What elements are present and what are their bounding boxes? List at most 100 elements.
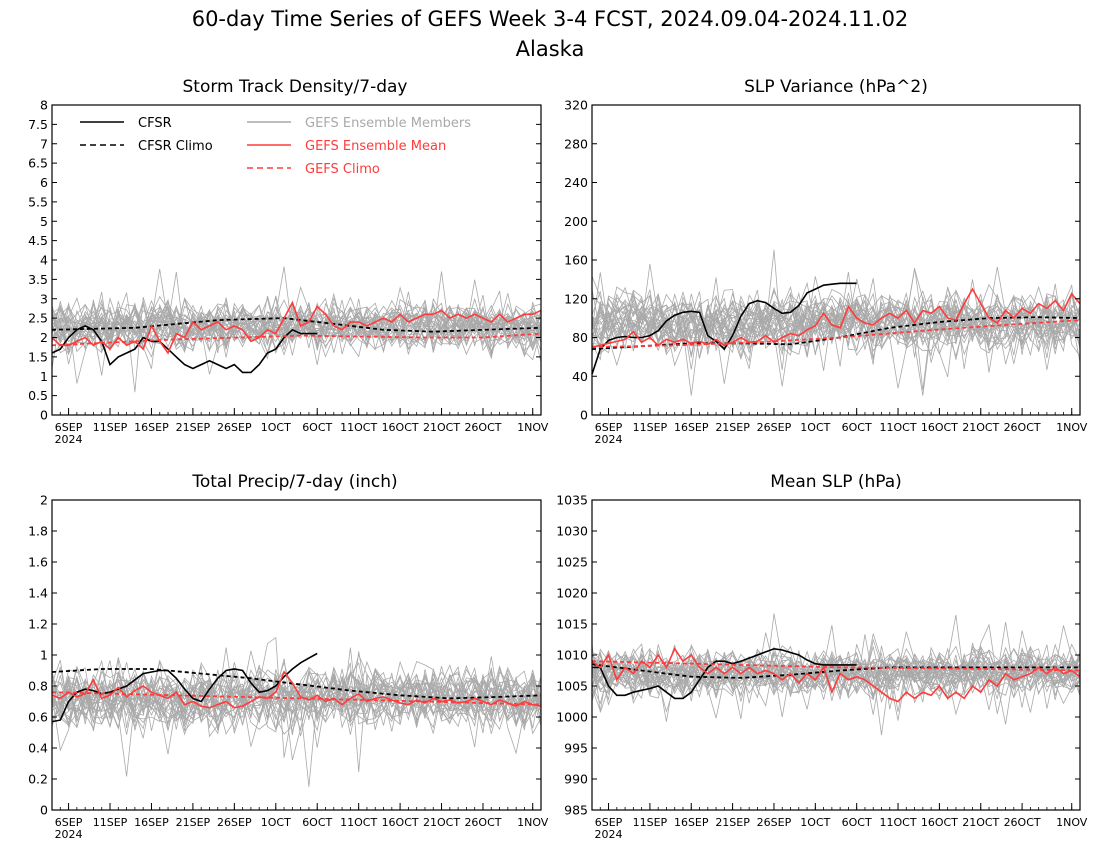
y-tick-label: 0.6 [28, 710, 48, 725]
member-line [51, 296, 542, 393]
y-tick-label: 1010 [556, 648, 588, 663]
cfsr-climo-line [51, 317, 542, 333]
y-tick-label: 40 [572, 369, 588, 384]
y-tick-label: 0.2 [28, 772, 48, 787]
x-tick-label: 26SEP [217, 816, 252, 829]
x-tick-label: 11SEP [633, 421, 668, 434]
x-tick-label: 16SEP [134, 421, 169, 434]
x-year-label: 2024 [55, 828, 83, 841]
panel-total-precip: Total Precip/7-day (inch) 0 0.2 0.4 0.6 0.8 1… [28, 472, 549, 841]
x-tick-label: 26OCT [1004, 816, 1041, 829]
x-tick-label: 6SEP [55, 816, 83, 829]
member-line [591, 249, 1081, 352]
x-year-label: 2024 [55, 433, 83, 446]
y-tick-label: 8 [40, 98, 48, 113]
y-tick-label: 2 [40, 493, 48, 508]
panel-mean-slp: Mean SLP (hPa) 985 990 995 1000 1005 1010 1015… [556, 472, 1088, 841]
y-tick-label: 1 [40, 369, 48, 384]
member-line [51, 660, 542, 732]
member-line [51, 665, 542, 731]
y-tick-label: 1.8 [28, 524, 48, 539]
member-line [51, 651, 542, 729]
member-line [591, 643, 1081, 725]
member-line [591, 650, 1081, 699]
legend: CFSR CFSR Climo GEFS Ensemble Members GE… [80, 116, 471, 177]
x-tick-label: 16SEP [674, 816, 709, 829]
member-line [591, 613, 1081, 704]
y-tick-label: 1 [40, 648, 48, 663]
legend-label-cfsr-climo: CFSR Climo [138, 139, 213, 154]
plot-frame [591, 104, 1081, 416]
y-tick-label: 1030 [556, 524, 588, 539]
y-tick-label: 985 [564, 803, 588, 818]
y-tick-label: 0 [580, 408, 588, 423]
x-tick-label: 21OCT [423, 816, 460, 829]
x-tick-label: 1NOV [1056, 421, 1088, 434]
y-tick-label: 6 [40, 175, 48, 190]
member-line [591, 291, 1081, 358]
member-line [51, 660, 542, 728]
y-tick-label: 200 [564, 214, 588, 229]
y-tick-label: 160 [564, 253, 588, 268]
y-tick-label: 80 [572, 330, 588, 345]
gefs-climo-line [51, 332, 542, 347]
x-year-label: 2024 [595, 433, 623, 446]
y-tick-label: 5.5 [28, 194, 48, 209]
x-tick-label: 6OCT [842, 816, 872, 829]
y-tick-label: 1.2 [28, 617, 48, 632]
x-year-label: 2024 [595, 828, 623, 841]
cfsr-line [51, 325, 318, 374]
y-tick-label: 0.8 [28, 679, 48, 694]
x-tick-label: 1OCT [800, 421, 830, 434]
member-line [51, 667, 542, 735]
y-tick-label: 0 [40, 408, 48, 423]
y-tick-label: 1.5 [28, 349, 48, 364]
ensemble-members [51, 636, 542, 787]
member-line [591, 276, 1081, 369]
member-line [591, 296, 1081, 359]
x-tick-label: 16SEP [134, 816, 169, 829]
x-tick-label: 21OCT [962, 816, 999, 829]
x-tick-label: 1NOV [517, 421, 549, 434]
x-tick-label: 21SEP [176, 816, 211, 829]
legend-label-members: GEFS Ensemble Members [305, 116, 471, 131]
panel-title: Total Precip/7-day (inch) [191, 472, 397, 492]
legend-label-gefs-climo: GEFS Climo [305, 162, 380, 177]
gefs-ensemble-mean-line [591, 647, 1081, 703]
member-line [591, 293, 1081, 356]
x-tick-label: 26SEP [757, 816, 792, 829]
x-tick-label: 6SEP [55, 421, 83, 434]
panel-storm-track: Storm Track Density/7-day 0 0.5 1 1.5 2 2.5 3 3… [28, 77, 549, 446]
y-tick-label: 1025 [556, 555, 588, 570]
y-tick-label: 0.4 [28, 741, 48, 756]
plot-area: 985 990 995 1000 1005 1010 1015 1020 1025 1030 103… [556, 493, 1088, 842]
panel-title: Mean SLP (hPa) [770, 472, 902, 492]
y-tick-label: 5 [40, 214, 48, 229]
y-tick-label: 2.5 [28, 311, 48, 326]
x-tick-label: 21OCT [962, 421, 999, 434]
y-tick-label: 1015 [556, 617, 588, 632]
x-tick-label: 1NOV [517, 816, 549, 829]
x-tick-label: 6OCT [842, 421, 872, 434]
x-tick-label: 1OCT [261, 421, 291, 434]
legend-label-ens-mean: GEFS Ensemble Mean [305, 139, 446, 154]
x-tick-label: 21OCT [423, 421, 460, 434]
x-tick-label: 11SEP [93, 421, 128, 434]
legend-label-cfsr: CFSR [138, 116, 172, 131]
cfsr-line [592, 647, 857, 700]
x-tick-label: 16OCT [382, 816, 419, 829]
y-tick-label: 7 [40, 136, 48, 151]
x-tick-label: 26SEP [217, 421, 252, 434]
member-line [51, 295, 542, 353]
x-tick-label: 21SEP [176, 421, 211, 434]
y-tick-label: 240 [564, 175, 588, 190]
x-tick-label: 16OCT [921, 421, 958, 434]
x-tick-label: 26SEP [757, 421, 792, 434]
y-tick-label: 1005 [556, 679, 588, 694]
member-line [591, 647, 1081, 710]
x-tick-label: 16OCT [382, 421, 419, 434]
y-tick-label: 0.5 [28, 388, 48, 403]
y-tick-label: 1020 [556, 586, 588, 601]
member-line [591, 288, 1081, 384]
